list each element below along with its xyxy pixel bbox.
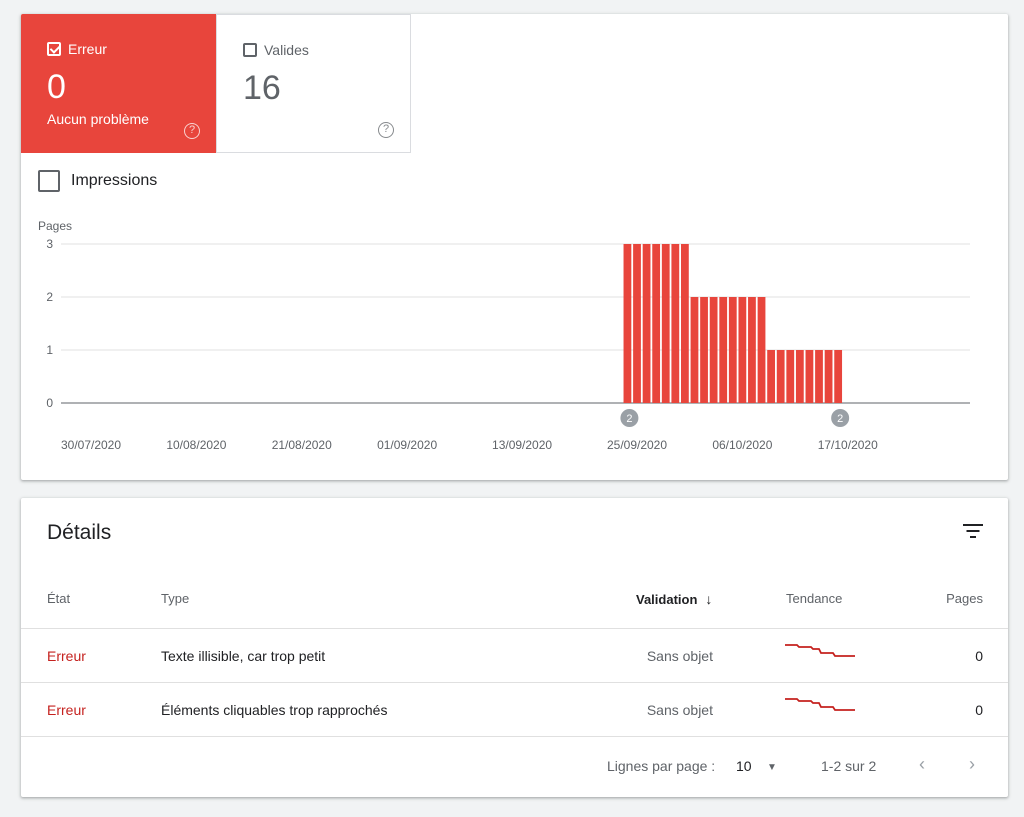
bar[interactable] <box>738 297 747 403</box>
pagination-range: 1-2 sur 2 <box>821 758 877 774</box>
bar[interactable] <box>767 350 775 403</box>
x-tick-label: 10/08/2020 <box>166 438 226 452</box>
sort-descending-icon: ↓ <box>705 591 713 607</box>
bar[interactable] <box>671 244 680 403</box>
previous-page-icon[interactable]: ‹ <box>919 754 925 774</box>
bar[interactable] <box>815 350 823 403</box>
row-pages: 0 <box>975 702 983 718</box>
error-metric-tile[interactable]: Erreur 0 Aucun problème ? <box>21 14 216 153</box>
bar[interactable] <box>623 244 632 403</box>
bar[interactable] <box>690 297 699 403</box>
annotation-label: 2 <box>837 413 843 425</box>
bar[interactable] <box>795 350 804 403</box>
table-row[interactable]: Erreur Texte illisible, car trop petit S… <box>21 629 1008 682</box>
next-page-icon[interactable]: › <box>969 754 975 774</box>
impressions-toggle[interactable]: Impressions <box>38 170 157 192</box>
error-count: 0 <box>47 68 66 106</box>
details-card: Détails État Type Validation ↓ Tendance … <box>21 498 1008 797</box>
row-etat: Erreur <box>47 702 86 718</box>
bar[interactable] <box>700 297 708 403</box>
x-tick-label: 21/08/2020 <box>272 438 332 452</box>
divider <box>21 682 1008 683</box>
rows-per-page-select[interactable]: 10 <box>736 758 752 774</box>
x-tick-label: 13/09/2020 <box>492 438 552 452</box>
bar[interactable] <box>786 350 795 403</box>
column-header-validation[interactable]: Validation ↓ <box>636 591 712 607</box>
bar[interactable] <box>719 297 728 403</box>
bar[interactable] <box>824 350 833 403</box>
y-axis-label: Pages <box>38 219 72 233</box>
pages-bar-chart: Pages 0 1 2 3 2 2 30/07/2020 10/08/2020 21/08/… <box>38 219 970 452</box>
y-tick-label: 1 <box>46 343 53 357</box>
x-tick-label: 17/10/2020 <box>818 438 878 452</box>
row-validation: Sans objet <box>646 702 713 718</box>
y-tick-label: 2 <box>46 290 53 304</box>
row-pages: 0 <box>975 648 983 664</box>
bar[interactable] <box>709 297 718 403</box>
x-tick-label: 01/09/2020 <box>377 438 437 452</box>
bar[interactable] <box>681 244 689 403</box>
trend-sparkline <box>785 698 855 711</box>
bar[interactable] <box>776 350 785 403</box>
bar[interactable] <box>661 244 670 403</box>
x-tick-label: 30/07/2020 <box>61 438 121 452</box>
trend-sparkline <box>785 644 855 657</box>
x-tick-label: 06/10/2020 <box>712 438 772 452</box>
y-tick-label: 3 <box>46 237 53 251</box>
help-icon[interactable]: ? <box>378 122 394 138</box>
row-type: Texte illisible, car trop petit <box>161 648 326 664</box>
bar[interactable] <box>748 297 756 403</box>
rows-per-page-label: Lignes par page : <box>607 758 716 774</box>
column-header-tendance: Tendance <box>786 591 843 606</box>
table-row[interactable]: Erreur Éléments cliquables trop rapproch… <box>21 683 1008 736</box>
dropdown-arrow-icon[interactable]: ▼ <box>767 762 777 773</box>
valid-tile-label: Valides <box>264 42 309 58</box>
valid-metric-tile[interactable]: Valides 16 ? <box>216 14 411 153</box>
column-header-pages[interactable]: Pages <box>946 591 983 606</box>
impressions-checkbox[interactable] <box>38 170 60 192</box>
valid-checkbox[interactable] <box>243 43 257 57</box>
divider <box>21 736 1008 737</box>
bar[interactable] <box>633 244 641 403</box>
error-tile-label: Erreur <box>68 41 107 57</box>
bar[interactable] <box>652 244 661 403</box>
column-header-validation-label: Validation <box>636 591 698 607</box>
bar[interactable] <box>728 297 737 403</box>
impressions-label: Impressions <box>71 172 158 189</box>
divider <box>21 628 1008 629</box>
bar[interactable] <box>757 297 766 403</box>
error-checkbox[interactable] <box>47 42 61 56</box>
column-header-type[interactable]: Type <box>161 591 190 606</box>
details-title: Détails <box>47 521 112 544</box>
annotation-label: 2 <box>626 413 632 425</box>
annotation-marker[interactable]: 2 <box>620 409 639 427</box>
y-tick-label: 0 <box>46 396 53 410</box>
bar[interactable] <box>834 350 843 403</box>
bar[interactable] <box>642 244 651 403</box>
valid-count: 16 <box>243 69 281 107</box>
row-validation: Sans objet <box>646 648 713 664</box>
coverage-chart-card: Erreur 0 Aucun problème ? Valides 16 ? I… <box>21 14 1008 480</box>
row-type: Éléments cliquables trop rapprochés <box>161 702 388 718</box>
bar[interactable] <box>805 350 814 403</box>
x-tick-label: 25/09/2020 <box>607 438 667 452</box>
row-etat: Erreur <box>47 648 86 664</box>
error-subtitle: Aucun problème <box>47 111 149 127</box>
column-header-etat[interactable]: État <box>47 591 71 606</box>
help-icon[interactable]: ? <box>184 123 200 139</box>
annotation-marker[interactable]: 2 <box>831 409 850 427</box>
filter-icon[interactable] <box>962 522 984 540</box>
